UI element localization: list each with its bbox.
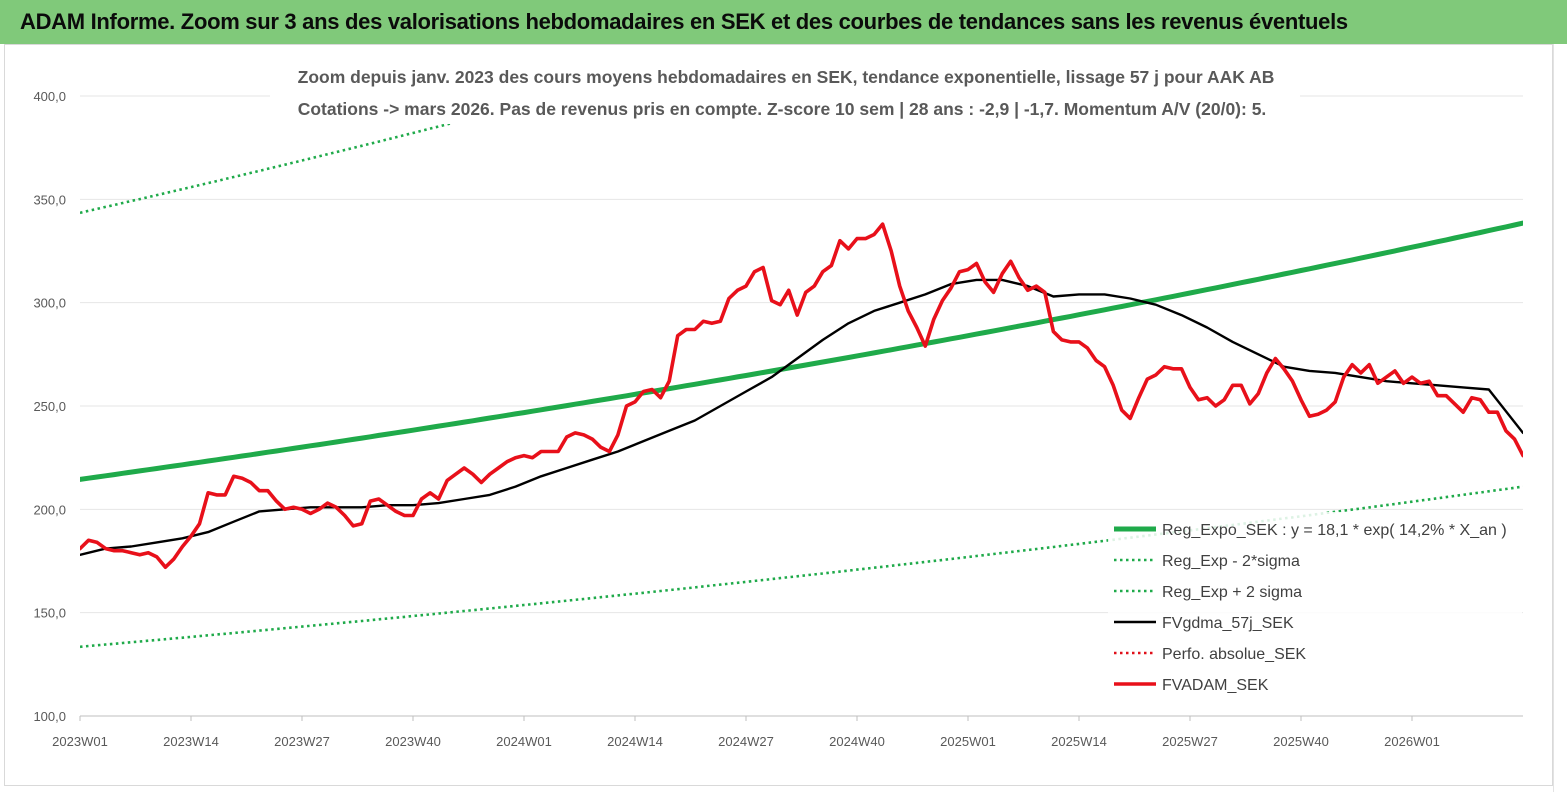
legend-label: Reg_Exp - 2*sigma: [1162, 553, 1300, 570]
y-tick-label: 150,0: [33, 606, 66, 621]
report-banner: ADAM Informe. Zoom sur 3 ans des valoris…: [0, 0, 1567, 44]
series-layer: [80, 96, 1523, 649]
x-tick-label: 2023W40: [385, 734, 441, 749]
chart-subtitle-line-2: Cotations -> mars 2026. Pas de revenus p…: [298, 99, 1267, 119]
report-title: ADAM Informe. Zoom sur 3 ans des valoris…: [20, 9, 1348, 34]
y-tick-label: 100,0: [33, 709, 66, 724]
y-tick-label: 300,0: [33, 296, 66, 311]
series-line-1: [80, 485, 1523, 649]
scroll-edge: [1553, 44, 1567, 792]
x-axis-tick-labels: 2023W01 2023W14 2023W27 2023W40 2024W01 2024W…: [52, 716, 1440, 749]
legend-background: [1108, 512, 1522, 698]
x-tick-label: 2026W01: [1384, 734, 1440, 749]
series-line-0: [80, 220, 1523, 482]
legend: Reg_Expo_SEK : y = 18,1 * exp( 14,2% * X…: [1108, 512, 1522, 698]
y-axis-tick-labels: 100,0 150,0 200,0 250,0 300,0 350,0 400,0: [33, 89, 66, 724]
legend-label: Perfo. absolue_SEK: [1162, 646, 1306, 663]
legend-label: Reg_Expo_SEK : y = 18,1 * exp( 14,2% * X…: [1162, 522, 1507, 539]
x-tick-label: 2023W27: [274, 734, 330, 749]
chart-frame: [4, 44, 1553, 786]
legend-label: Reg_Exp + 2 sigma: [1162, 584, 1302, 601]
chart-subtitle-line-1: Zoom depuis janv. 2023 des cours moyens …: [298, 67, 1275, 87]
series-line-5: [80, 222, 1523, 569]
y-tick-label: 350,0: [33, 192, 66, 207]
x-tick-label: 2023W14: [163, 734, 219, 749]
x-tick-label: 2025W27: [1162, 734, 1218, 749]
x-tick-label: 2024W27: [718, 734, 774, 749]
x-tick-label: 2025W14: [1051, 734, 1107, 749]
x-tick-label: 2024W01: [496, 734, 552, 749]
x-tick-label: 2024W14: [607, 734, 663, 749]
title-backdrop: [270, 62, 1300, 124]
y-tick-label: 200,0: [33, 502, 66, 517]
legend-label: FVADAM_SEK: [1162, 677, 1269, 694]
x-tick-label: 2023W01: [52, 734, 108, 749]
x-tick-label: 2024W40: [829, 734, 885, 749]
y-tick-label: 250,0: [33, 399, 66, 414]
x-tick-label: 2025W40: [1273, 734, 1329, 749]
y-tick-label: 400,0: [33, 89, 66, 104]
legend-label: FVgdma_57j_SEK: [1162, 615, 1294, 632]
series-line-2: [80, 96, 562, 215]
x-tick-label: 2025W01: [940, 734, 996, 749]
